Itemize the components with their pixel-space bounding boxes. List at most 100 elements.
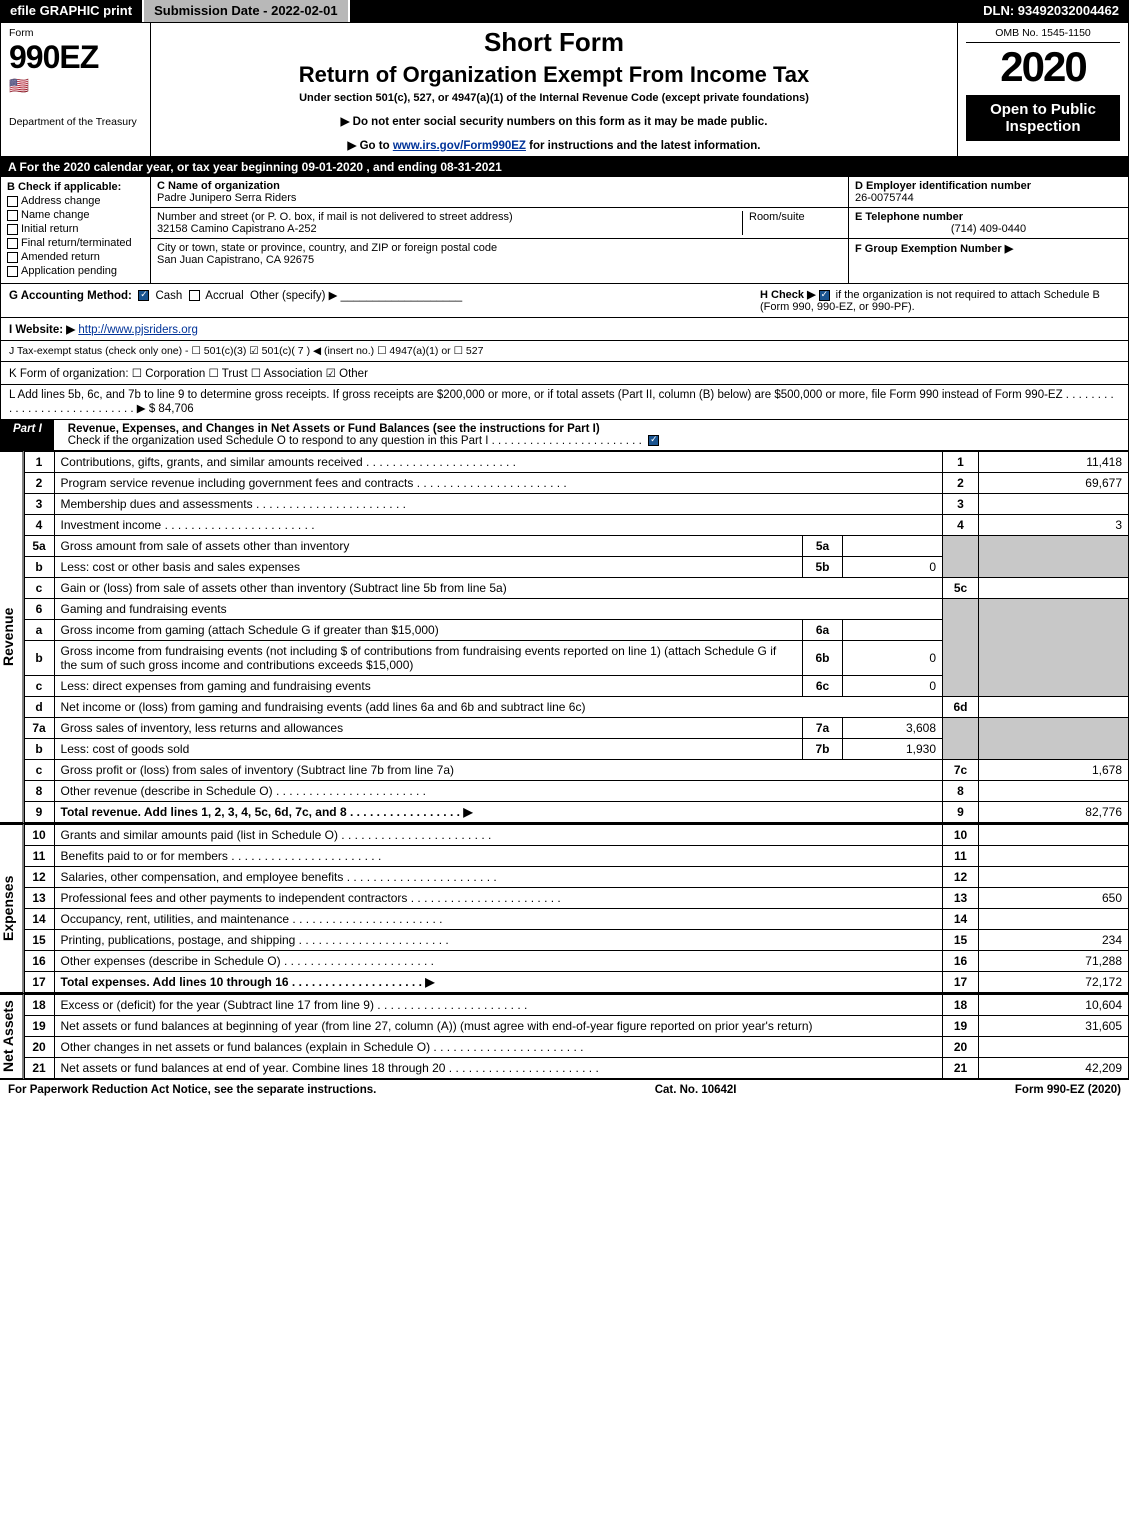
- line-7a: 7aGross sales of inventory, less returns…: [24, 718, 1128, 739]
- check-column: B Check if applicable: Address change Na…: [1, 177, 151, 283]
- line-7c-box: 7c: [943, 760, 979, 781]
- tax-exempt-status-row: J Tax-exempt status (check only one) - ☐…: [0, 341, 1129, 362]
- header-middle: Short Form Return of Organization Exempt…: [151, 23, 958, 156]
- line-7b-mid: 7b: [803, 739, 843, 760]
- form-word: Form: [9, 27, 142, 39]
- part1-check-text: Check if the organization used Schedule …: [68, 435, 642, 447]
- form-of-org-row: K Form of organization: ☐ Corporation ☐ …: [0, 362, 1129, 385]
- net-assets-table: 18Excess or (deficit) for the year (Subt…: [24, 994, 1129, 1079]
- check-address-change[interactable]: Address change: [7, 195, 144, 207]
- check-application-pending-label: Application pending: [21, 265, 117, 277]
- check-name-change-label: Name change: [21, 209, 90, 221]
- line-11-desc: Benefits paid to or for members: [54, 846, 942, 867]
- line-17-box: 17: [943, 972, 979, 993]
- line-6a-mid: 6a: [803, 620, 843, 641]
- line-19-desc: Net assets or fund balances at beginning…: [54, 1016, 942, 1037]
- line-8-amt: [979, 781, 1129, 802]
- cash-checkbox[interactable]: [138, 290, 149, 301]
- check-initial-return[interactable]: Initial return: [7, 223, 144, 235]
- main-title: Return of Organization Exempt From Incom…: [159, 62, 949, 88]
- line-6b-num: b: [24, 641, 54, 676]
- line-15-num: 15: [24, 930, 54, 951]
- line-19-amt: 31,605: [979, 1016, 1129, 1037]
- line-6b-desc: Gross income from fundraising events (no…: [54, 641, 802, 676]
- accrual-label: Accrual: [205, 290, 243, 302]
- line-4: 4Investment income43: [24, 515, 1128, 536]
- check-final-return[interactable]: Final return/terminated: [7, 237, 144, 249]
- check-name-change[interactable]: Name change: [7, 209, 144, 221]
- line-7c-num: c: [24, 760, 54, 781]
- line-6c-midamt: 0: [843, 676, 943, 697]
- line-21-amt: 42,209: [979, 1058, 1129, 1079]
- line-21: 21Net assets or fund balances at end of …: [24, 1058, 1128, 1079]
- line-6c-mid: 6c: [803, 676, 843, 697]
- line-21-num: 21: [24, 1058, 54, 1079]
- line-7ab-shade: [943, 718, 979, 760]
- line-6d: dNet income or (loss) from gaming and fu…: [24, 697, 1128, 718]
- accounting-method-row: G Accounting Method: Cash Accrual Other …: [0, 284, 1129, 318]
- line-4-desc: Investment income: [54, 515, 942, 536]
- d-label: D Employer identification number: [855, 180, 1122, 192]
- part1-schedule-o-checkbox[interactable]: [648, 435, 659, 446]
- line-7c: cGross profit or (loss) from sales of in…: [24, 760, 1128, 781]
- line-1-box: 1: [943, 452, 979, 473]
- line-6d-amt: [979, 697, 1129, 718]
- line-6b-midamt: 0: [843, 641, 943, 676]
- line-6-desc: Gaming and fundraising events: [54, 599, 942, 620]
- line-6abc-amt-shade: [979, 599, 1129, 697]
- line-5ab-amt-shade: [979, 536, 1129, 578]
- line-14-desc: Occupancy, rent, utilities, and maintena…: [54, 909, 942, 930]
- line-2-desc: Program service revenue including govern…: [54, 473, 942, 494]
- efile-print-label[interactable]: efile GRAPHIC print: [0, 0, 144, 22]
- check-amended-return[interactable]: Amended return: [7, 251, 144, 263]
- part1-label: Part I: [1, 420, 54, 450]
- f-label: F Group Exemption Number ▶: [855, 243, 1013, 255]
- phone: (714) 409-0440: [855, 223, 1122, 235]
- h-label: H Check ▶: [760, 289, 816, 301]
- line-7c-desc: Gross profit or (loss) from sales of inv…: [54, 760, 942, 781]
- line-18-box: 18: [943, 995, 979, 1016]
- line-4-box: 4: [943, 515, 979, 536]
- website-link[interactable]: http://www.pjsriders.org: [78, 324, 198, 336]
- expenses-sidelabel: Expenses: [0, 824, 24, 993]
- line-8-desc: Other revenue (describe in Schedule O): [54, 781, 942, 802]
- check-application-pending[interactable]: Application pending: [7, 265, 144, 277]
- line-12-box: 12: [943, 867, 979, 888]
- line-15-desc: Printing, publications, postage, and shi…: [54, 930, 942, 951]
- accrual-checkbox[interactable]: [189, 290, 200, 301]
- line-12-amt: [979, 867, 1129, 888]
- line-13-amt: 650: [979, 888, 1129, 909]
- line-9-num: 9: [24, 802, 54, 823]
- h-schedule-b: H Check ▶ if the organization is not req…: [760, 288, 1120, 313]
- line-6a-midamt: [843, 620, 943, 641]
- line-6c-num: c: [24, 676, 54, 697]
- line-7a-num: 7a: [24, 718, 54, 739]
- line-19: 19Net assets or fund balances at beginni…: [24, 1016, 1128, 1037]
- line-9-amt: 82,776: [979, 802, 1129, 823]
- city-label: City or town, state or province, country…: [157, 242, 497, 254]
- org-info-block: B Check if applicable: Address change Na…: [0, 177, 1129, 284]
- line-1-num: 1: [24, 452, 54, 473]
- irs-link[interactable]: www.irs.gov/Form990EZ: [393, 140, 526, 152]
- revenue-group: Revenue 1Contributions, gifts, grants, a…: [0, 450, 1129, 823]
- line-10-desc: Grants and similar amounts paid (list in…: [54, 825, 942, 846]
- no-ssn-line: ▶ Do not enter social security numbers o…: [159, 114, 949, 128]
- line-3: 3Membership dues and assessments3: [24, 494, 1128, 515]
- line-20-box: 20: [943, 1037, 979, 1058]
- line-6c-desc: Less: direct expenses from gaming and fu…: [54, 676, 802, 697]
- ein-cell: D Employer identification number 26-0075…: [849, 177, 1128, 208]
- line-7b-num: b: [24, 739, 54, 760]
- net-assets-sidelabel: Net Assets: [0, 994, 24, 1079]
- line-13-num: 13: [24, 888, 54, 909]
- line-7c-amt: 1,678: [979, 760, 1129, 781]
- line-5a-mid: 5a: [803, 536, 843, 557]
- form-header: Form 990EZ 🇺🇸 Department of the Treasury…: [0, 22, 1129, 157]
- street-row: Number and street (or P. O. box, if mail…: [151, 208, 848, 239]
- check-final-return-label: Final return/terminated: [21, 237, 132, 249]
- city: San Juan Capistrano, CA 92675: [157, 254, 497, 266]
- e-label: E Telephone number: [855, 211, 1122, 223]
- line-2-amt: 69,677: [979, 473, 1129, 494]
- line-1: 1Contributions, gifts, grants, and simil…: [24, 452, 1128, 473]
- h-checkbox[interactable]: [819, 290, 830, 301]
- header-left: Form 990EZ 🇺🇸 Department of the Treasury: [1, 23, 151, 156]
